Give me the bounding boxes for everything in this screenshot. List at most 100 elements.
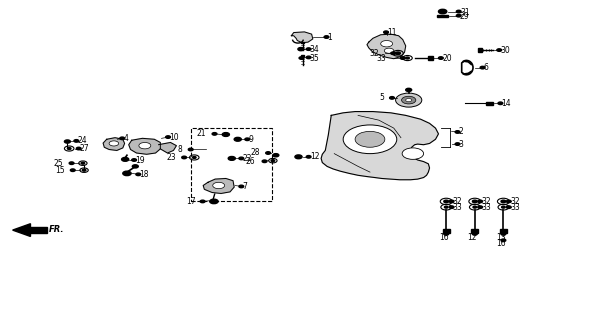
Text: 33: 33: [453, 203, 463, 212]
Circle shape: [438, 57, 443, 59]
Circle shape: [266, 152, 270, 154]
Text: 16: 16: [439, 233, 448, 242]
Circle shape: [74, 140, 79, 142]
Circle shape: [166, 136, 171, 138]
Circle shape: [396, 93, 422, 107]
Circle shape: [506, 200, 511, 203]
Circle shape: [295, 155, 302, 159]
Circle shape: [444, 233, 448, 235]
Text: 33: 33: [481, 203, 491, 212]
Text: 23: 23: [166, 153, 176, 162]
Circle shape: [478, 206, 482, 208]
Circle shape: [245, 138, 250, 140]
Text: 17: 17: [186, 197, 195, 206]
Circle shape: [384, 48, 394, 53]
Bar: [301, 42, 304, 43]
Polygon shape: [367, 34, 406, 59]
Text: 11: 11: [387, 28, 397, 37]
Circle shape: [123, 171, 131, 176]
Text: 9: 9: [248, 135, 253, 144]
Circle shape: [456, 14, 461, 17]
Circle shape: [444, 206, 448, 208]
Circle shape: [324, 36, 329, 38]
Circle shape: [456, 10, 461, 13]
Circle shape: [444, 200, 448, 203]
Circle shape: [390, 97, 395, 99]
Text: 32: 32: [481, 197, 491, 206]
Polygon shape: [129, 138, 161, 154]
Text: 16: 16: [496, 239, 506, 248]
Text: 12: 12: [467, 233, 477, 242]
Text: 8: 8: [177, 145, 182, 154]
Circle shape: [69, 162, 74, 164]
Text: 33: 33: [510, 203, 520, 212]
Circle shape: [381, 41, 393, 47]
Circle shape: [132, 159, 137, 161]
Circle shape: [480, 66, 485, 69]
Circle shape: [449, 200, 454, 203]
Text: 15: 15: [55, 166, 64, 175]
Text: 29: 29: [460, 12, 469, 21]
Text: 3: 3: [458, 140, 464, 148]
Text: 32: 32: [453, 197, 463, 206]
Polygon shape: [159, 142, 176, 153]
Text: 18: 18: [140, 171, 149, 180]
Circle shape: [406, 88, 412, 92]
Circle shape: [234, 137, 241, 141]
Text: 5: 5: [379, 93, 384, 102]
Text: 26: 26: [246, 157, 256, 166]
Circle shape: [455, 131, 460, 133]
Polygon shape: [291, 32, 313, 43]
Circle shape: [455, 143, 460, 145]
Text: 6: 6: [484, 63, 488, 72]
Circle shape: [181, 156, 186, 159]
Text: 7: 7: [242, 182, 247, 191]
Circle shape: [497, 49, 501, 51]
Polygon shape: [203, 179, 234, 194]
Text: FR.: FR.: [48, 225, 64, 234]
Circle shape: [228, 156, 235, 160]
Circle shape: [262, 160, 267, 163]
Circle shape: [239, 185, 244, 188]
Text: 13: 13: [496, 233, 506, 242]
Circle shape: [501, 206, 505, 208]
Circle shape: [396, 52, 401, 54]
Circle shape: [498, 102, 503, 105]
Circle shape: [406, 99, 412, 102]
Text: 31: 31: [460, 8, 469, 17]
Circle shape: [192, 156, 196, 158]
Polygon shape: [321, 112, 438, 180]
Circle shape: [438, 9, 447, 14]
Circle shape: [271, 160, 275, 162]
Circle shape: [473, 206, 476, 208]
Circle shape: [343, 125, 397, 154]
Circle shape: [120, 137, 125, 140]
Text: 14: 14: [501, 99, 511, 108]
Circle shape: [76, 147, 81, 150]
Circle shape: [299, 57, 304, 59]
Bar: [191, 128, 272, 201]
Circle shape: [306, 56, 311, 59]
Bar: [478, 49, 482, 52]
Circle shape: [222, 132, 229, 136]
Text: 2: 2: [458, 127, 463, 136]
Text: 21: 21: [196, 129, 206, 138]
Bar: [301, 55, 304, 56]
Text: 24: 24: [78, 136, 87, 145]
Text: 33: 33: [377, 53, 387, 62]
Text: 28: 28: [250, 148, 260, 157]
Text: 35: 35: [310, 54, 319, 63]
Circle shape: [133, 165, 139, 168]
Polygon shape: [103, 138, 125, 150]
Circle shape: [81, 162, 85, 164]
Circle shape: [200, 200, 205, 203]
Circle shape: [122, 157, 129, 161]
Text: 22: 22: [242, 154, 252, 163]
Text: 20: 20: [442, 53, 452, 62]
Circle shape: [82, 169, 86, 171]
Circle shape: [391, 52, 396, 54]
Circle shape: [306, 156, 311, 158]
Text: 34: 34: [310, 44, 319, 54]
Circle shape: [501, 200, 506, 203]
Circle shape: [64, 140, 70, 143]
